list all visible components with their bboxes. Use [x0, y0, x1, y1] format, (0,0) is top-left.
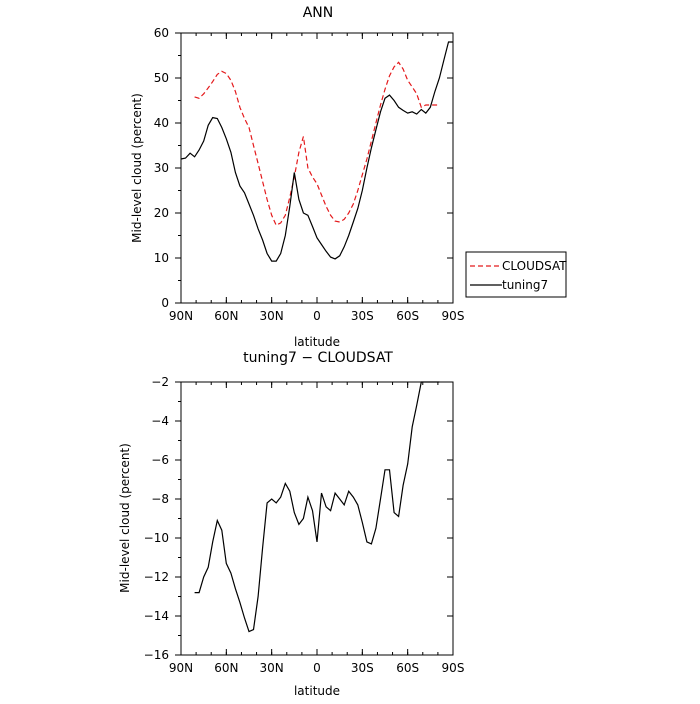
y-tick-label: −12 [144, 570, 169, 584]
x-tick-label: 60S [396, 309, 419, 323]
y-tick-label: −10 [144, 531, 169, 545]
y-tick-label: 50 [154, 71, 169, 85]
y-tick-label: −8 [151, 492, 169, 506]
y-tick-label: −16 [144, 648, 169, 662]
plot-frame [180, 381, 454, 656]
y-tick-label: 10 [154, 251, 169, 265]
chart-title: ANN [303, 5, 334, 21]
y-tick-label: −4 [151, 414, 169, 428]
series-line-tuning7 [180, 41, 453, 262]
x-tick-label: 30N [260, 309, 284, 323]
x-tick-label: 90N [169, 309, 193, 323]
y-tick-label: 40 [154, 116, 169, 130]
panel-bottom: tuning7 − CLOUDSAT Mid-level cloud (perc… [118, 350, 464, 698]
x-tick-label: 60S [396, 661, 419, 675]
plot-frame [180, 32, 454, 304]
legend: CLOUDSAT tuning7 [465, 251, 567, 298]
y-tick-label: −14 [144, 609, 169, 623]
x-axis-label: latitude [294, 335, 340, 349]
x-tick-label: 0 [313, 309, 321, 323]
x-tick-label: 90S [442, 661, 465, 675]
x-tick-label: 60N [214, 661, 238, 675]
x-tick-label: 90S [442, 309, 465, 323]
x-tick-label: 30S [351, 661, 374, 675]
x-tick-label: 60N [214, 309, 238, 323]
x-axis-label: latitude [294, 684, 340, 698]
chart-title: tuning7 − CLOUDSAT [243, 350, 393, 366]
x-tick-label: 30N [260, 661, 284, 675]
y-tick-label: −2 [151, 375, 169, 389]
y-tick-label: 30 [154, 161, 169, 175]
series-line-cloudsat [194, 61, 440, 227]
y-tick-label: 60 [154, 26, 169, 40]
y-tick-label: 0 [161, 296, 169, 310]
legend-label-tuning7: tuning7 [502, 278, 548, 292]
legend-box [465, 251, 567, 298]
x-tick-label: 90N [169, 661, 193, 675]
x-tick-label: 30S [351, 309, 374, 323]
panel-top: ANN Mid-level cloud (percent) latitude 9… [130, 5, 567, 349]
y-tick-label: 20 [154, 206, 169, 220]
y-tick-label: −6 [151, 453, 169, 467]
legend-label-cloudsat: CLOUDSAT [502, 259, 567, 273]
series-line-difference [194, 381, 440, 633]
x-tick-label: 0 [313, 661, 321, 675]
y-axis-label: Mid-level cloud (percent) [130, 93, 144, 243]
y-axis-label: Mid-level cloud (percent) [118, 443, 132, 593]
